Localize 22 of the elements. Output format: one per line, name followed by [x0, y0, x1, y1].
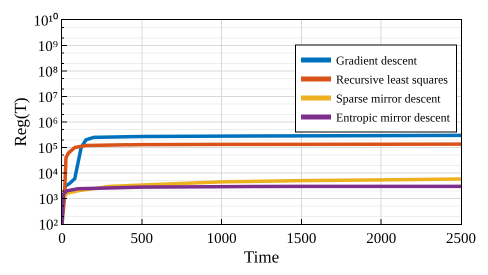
- line-series: [62, 184, 461, 224]
- y-tick-label: 10¹⁰: [34, 12, 58, 30]
- x-tick-label: 2000: [366, 231, 396, 247]
- x-axis-title: Time: [244, 247, 280, 266]
- x-tick-label: 500: [130, 231, 154, 247]
- legend-label: Entropic mirror descent: [336, 110, 451, 125]
- legend-label: Recursive least squares: [336, 72, 448, 87]
- y-tick-label: 10⁸: [38, 64, 58, 80]
- y-tick-label: 10⁹: [38, 38, 58, 55]
- legend-label: Sparse mirror descent: [336, 92, 442, 106]
- legend-label: Gradient descent: [336, 54, 418, 68]
- y-tick-label: 10³: [38, 192, 58, 208]
- x-tick-label: 1000: [206, 231, 237, 247]
- x-tick-label: 2500: [446, 231, 476, 247]
- y-tick-label: 10⁵: [38, 140, 58, 157]
- y-axis-title: Reg(T): [11, 97, 30, 147]
- y-tick-label: 10⁴: [38, 166, 58, 182]
- y-tick-label: 10⁶: [38, 115, 58, 132]
- y-tick-label: 10²: [38, 217, 58, 234]
- x-tick-label: 1500: [286, 231, 316, 247]
- y-tick-label: 10⁷: [38, 90, 58, 106]
- x-tick-label: 0: [58, 231, 66, 247]
